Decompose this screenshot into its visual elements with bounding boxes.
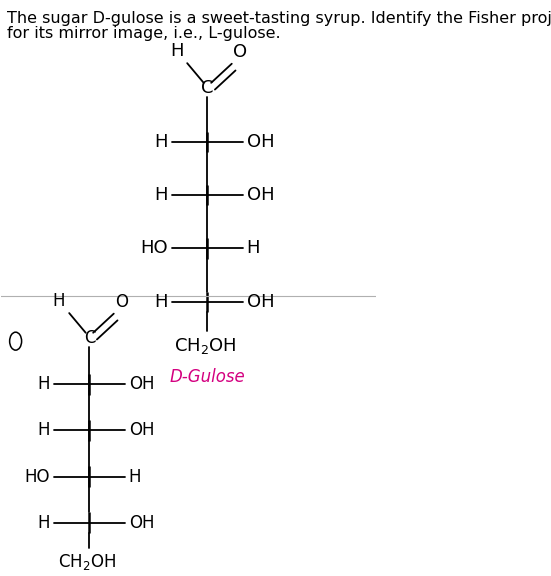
Text: H: H	[37, 514, 50, 532]
Text: C: C	[84, 329, 95, 347]
Text: C: C	[201, 79, 214, 97]
Text: H: H	[155, 133, 168, 151]
Text: O: O	[233, 44, 247, 62]
Text: The sugar D-gulose is a sweet-tasting syrup. Identify the Fisher projection: The sugar D-gulose is a sweet-tasting sy…	[7, 12, 551, 26]
Text: OH: OH	[129, 422, 154, 439]
Text: H: H	[247, 240, 260, 257]
Text: O: O	[116, 293, 128, 312]
Text: H: H	[155, 186, 168, 204]
Text: H: H	[37, 422, 50, 439]
Text: H: H	[170, 42, 183, 60]
Text: CH$_2$OH: CH$_2$OH	[174, 336, 237, 356]
Text: for its mirror image, i.e., L-gulose.: for its mirror image, i.e., L-gulose.	[7, 26, 280, 41]
Text: H: H	[52, 291, 65, 310]
Text: OH: OH	[247, 133, 274, 151]
Text: H: H	[129, 468, 141, 486]
Text: CH$_2$OH: CH$_2$OH	[58, 552, 117, 573]
Text: H: H	[155, 293, 168, 311]
Text: OH: OH	[247, 293, 274, 311]
Text: D-Gulose: D-Gulose	[170, 367, 245, 386]
Text: H: H	[37, 376, 50, 393]
Text: OH: OH	[247, 186, 274, 204]
Text: OH: OH	[129, 376, 154, 393]
Text: OH: OH	[129, 514, 154, 532]
Text: HO: HO	[141, 240, 168, 257]
Text: HO: HO	[25, 468, 50, 486]
